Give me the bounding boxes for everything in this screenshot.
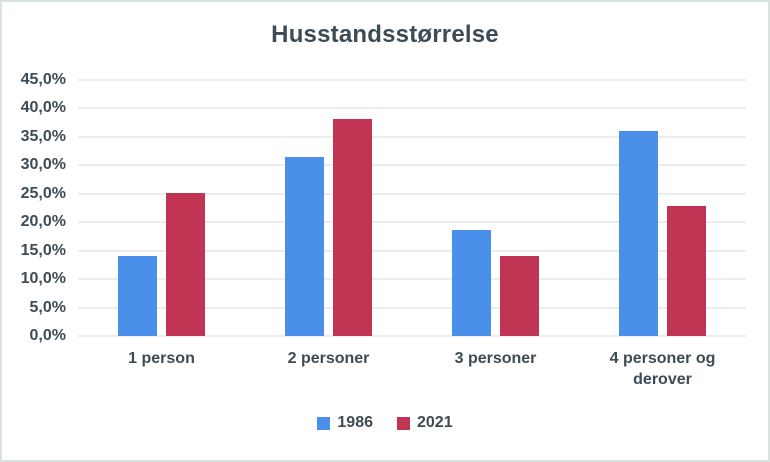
x-axis-category-label: 1 person — [128, 350, 195, 367]
y-axis-tick-label: 30,0% — [20, 156, 66, 174]
plot-region: 0,0% 5,0% 10,0% 15,0% 20,0% 25,0% 30,0% 35,0% 40… — [2, 71, 746, 344]
legend-label: 1986 — [337, 414, 373, 431]
gridline — [78, 278, 746, 280]
legend: 1986 2021 — [2, 414, 768, 432]
gridline — [78, 193, 746, 195]
y-axis-tick-label: 10,0% — [20, 270, 66, 288]
legend-swatch — [397, 416, 410, 430]
legend-item-2021: 2021 — [397, 414, 453, 432]
bar-group — [579, 80, 746, 336]
bar-group — [412, 80, 579, 336]
y-axis-tick-label: 5,0% — [29, 298, 66, 316]
y-axis-tick-label: 45,0% — [20, 71, 66, 88]
bar-group — [78, 80, 245, 336]
bar-2021 — [667, 206, 706, 336]
gridline — [78, 221, 746, 223]
bar-1986 — [118, 256, 157, 336]
bar-1986 — [452, 229, 491, 336]
y-axis-tick-label: 0,0% — [29, 327, 66, 344]
x-axis-category-label: 3 personer — [454, 350, 537, 367]
bar-group — [245, 80, 412, 336]
y-axis-tick-label: 20,0% — [20, 213, 66, 231]
gridline — [78, 164, 746, 166]
bar-1986 — [619, 131, 658, 336]
legend-label: 2021 — [417, 414, 453, 431]
bar-2021 — [333, 118, 372, 336]
gridline — [78, 307, 746, 309]
chart-title: Husstandsstørrelse — [271, 21, 499, 48]
gridline — [78, 79, 746, 81]
y-axis-tick-label: 40,0% — [20, 99, 66, 117]
gridline — [78, 250, 746, 252]
bar-groups — [78, 80, 746, 336]
gridline — [78, 335, 746, 337]
x-axis: 1 person 2 personer 3 personer 4 personer o… — [78, 348, 746, 390]
y-axis-tick-label: 15,0% — [20, 241, 66, 259]
gridline — [78, 136, 746, 138]
x-axis-category-label: 4 personer og derover — [609, 350, 716, 388]
gridline — [78, 107, 746, 109]
x-axis-category-label: 2 personer — [287, 350, 370, 367]
bar-2021 — [500, 256, 539, 336]
bar-2021 — [166, 193, 205, 336]
bar-1986 — [285, 156, 324, 336]
y-axis-tick-label: 35,0% — [20, 127, 66, 145]
legend-swatch — [317, 416, 331, 430]
y-axis-tick-label: 25,0% — [20, 184, 66, 202]
y-axis: 0,0% 5,0% 10,0% 15,0% 20,0% 25,0% 30,0% 35,0% 40… — [2, 71, 66, 344]
plot-area — [78, 79, 746, 337]
legend-item-1986: 1986 — [317, 414, 373, 432]
